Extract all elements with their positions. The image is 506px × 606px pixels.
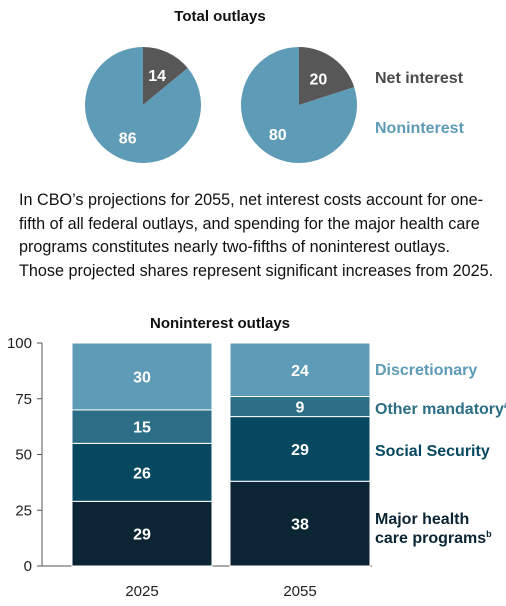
x-tick-label-2055: 2055 [283,583,316,600]
pie-label-2025-net-interest: 14 [148,68,166,85]
stacked-bar-chart: 0 25 50 75 100 29 26 15 30 2025 38 29 9 24 2055 [7,335,372,600]
bar-segment-2025-discretionary [71,342,213,411]
pie-legend-net-interest: Net interest [375,70,464,87]
pie-legend-noninterest: Noninterest [375,120,465,137]
pie-label-2025-noninterest: 86 [119,131,137,148]
bar-label-2025-major-health-care-programs: 29 [133,527,151,544]
bar-label-2025-other-mandatory: 15 [133,420,151,437]
y-tick-label-100: 100 [7,335,32,352]
bar-label-2055-discretionary: 24 [291,363,309,380]
pie-legend: Net interest Noninterest [375,70,465,137]
bar-segment-2025-social-security [71,442,213,502]
bar-label-2055-major-health-care-programs: 38 [291,517,309,534]
figure-caption: In CBO’s projections for 2055, net inter… [19,191,494,280]
y-tick-label-25: 25 [15,502,32,519]
bar-label-2055-other-mandatory: 9 [296,400,305,417]
bar-label-2025-discretionary: 30 [133,369,151,386]
y-tick-label-75: 75 [15,391,32,408]
pie-charts: 14 86 20 80 [84,47,357,163]
bar-legend-other-mandatory: Other mandatorya [375,400,506,418]
pie-chart-title: Total outlays [174,8,265,25]
bar-legend-major-health-care-programs: Major health care programsb [375,511,492,547]
y-tick-label-50: 50 [15,447,32,464]
y-tick-label-0: 0 [24,558,32,575]
bar-segment-2025-major-health-care-programs [71,500,213,567]
bar-segment-2055-discretionary [229,342,371,398]
pie-slice-2055-net-interest [299,47,355,105]
pie-label-2055-noninterest: 80 [269,127,287,144]
bar-label-2025-social-security: 26 [133,465,151,482]
bar-chart-title: Noninterest outlays [150,315,290,332]
bar-label-2055-social-security: 29 [291,442,309,459]
x-tick-label-2025: 2025 [125,583,158,600]
bar-legend-discretionary: Discretionary [375,362,477,379]
bar-segment-2055-major-health-care-programs [229,480,371,567]
bar-segment-2025-other-mandatory [71,409,213,444]
bar-legend: Major health care programsb Social Securit… [375,362,506,547]
pie-slice-2025-noninterest [84,47,201,163]
bar-legend-social-security: Social Security [375,443,490,460]
pie-slice-2055-noninterest [240,47,357,163]
pie-label-2055-net-interest: 20 [310,71,328,88]
pie-slice-2025-net-interest [143,47,188,105]
